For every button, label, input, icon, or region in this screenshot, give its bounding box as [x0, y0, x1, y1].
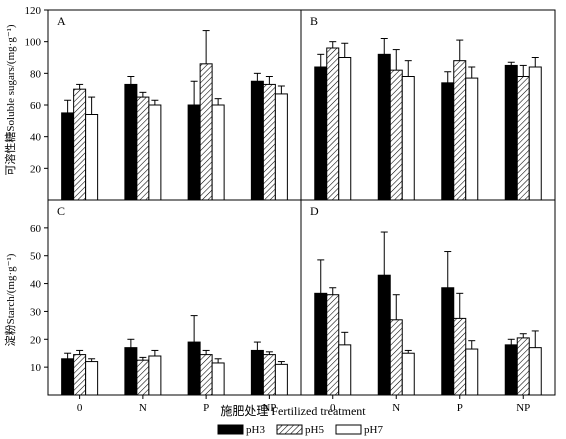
bar-ph7-np	[528, 66, 542, 201]
y-tick-label: 60	[30, 223, 42, 235]
y-tick-label: 20	[30, 163, 42, 175]
y-tick-label: 40	[30, 132, 42, 144]
bar-ph3-n	[124, 83, 138, 201]
x-tick-label: N	[139, 402, 147, 414]
bar-ph7-n	[401, 76, 415, 201]
x-tick-label: N	[392, 402, 400, 414]
bar-ph5-n	[136, 96, 150, 201]
bar-ph5-n	[389, 319, 403, 396]
bar-ph7-0	[85, 114, 99, 201]
bar-ph3-np	[504, 64, 518, 201]
bar-ph7-np	[274, 363, 288, 396]
y-tick-label: 120	[25, 5, 42, 17]
x-tick-label: 0	[77, 402, 83, 414]
panel-label: A	[57, 14, 66, 28]
panel-a: A 20 40 60 80 100 120	[25, 5, 302, 201]
panel-label: D	[310, 204, 319, 218]
bar-ph3-p	[187, 341, 201, 396]
bar-ph5-np	[516, 76, 530, 201]
bar-ph7-p	[465, 348, 479, 396]
panel-frame	[300, 199, 556, 396]
bar-ph3-0	[61, 112, 75, 201]
y-tick-label: 50	[30, 251, 42, 263]
y-tick-label: 40	[30, 279, 42, 291]
bar-ph3-0	[314, 66, 328, 201]
panel-label: C	[57, 204, 65, 218]
bar-ph5-n	[389, 69, 403, 201]
bar-ph7-np	[274, 93, 288, 201]
bar-ph3-0	[61, 358, 75, 396]
bar-ph7-p	[465, 77, 479, 201]
bar-ph7-n	[148, 355, 162, 396]
legend-swatch-ph7	[335, 424, 362, 435]
bar-ph5-0	[326, 47, 340, 201]
y-axis-label-top: 可溶性糖Soluble sugars/(mg·g⁻¹)	[3, 24, 17, 176]
x-tick-label: 0	[330, 402, 336, 414]
panel-d: D0 N P NP	[300, 199, 556, 414]
bar-ph7-p	[211, 104, 225, 201]
panel-b: B	[300, 9, 556, 201]
bar-ph3-n	[377, 274, 391, 396]
y-tick-label: 10	[30, 362, 42, 374]
bar-ph3-np	[504, 344, 518, 396]
bar-ph3-n	[377, 53, 391, 201]
x-axis-label: 施肥处理 Fertilized treatment	[220, 404, 366, 418]
bar-ph5-np	[262, 83, 276, 201]
x-tick-label: P	[457, 402, 463, 414]
panel-label: B	[310, 14, 318, 28]
bar-ph3-p	[441, 287, 455, 396]
bar-ph5-0	[326, 294, 340, 396]
legend-label-ph7: pH7	[364, 424, 383, 436]
bar-ph7-p	[211, 362, 225, 396]
bar-ph5-0	[73, 88, 87, 201]
legend: pH3 pH5 pH7	[217, 424, 383, 436]
legend-swatch-ph5	[276, 424, 303, 435]
y-tick-label: 20	[30, 334, 42, 346]
y-tick-label: 60	[30, 100, 42, 112]
bar-ph7-0	[85, 361, 99, 396]
legend-label-ph5: pH5	[305, 424, 324, 436]
y-tick-label: 30	[30, 306, 42, 318]
bar-ph7-0	[338, 57, 352, 201]
bar-ph3-n	[124, 347, 138, 396]
bar-ph5-p	[453, 60, 467, 201]
y-tick-label: 100	[25, 37, 42, 49]
y-tick-label: 80	[30, 68, 42, 80]
bar-ph7-n	[401, 352, 415, 396]
bar-ph7-np	[528, 347, 542, 396]
bar-ph3-0	[314, 292, 328, 396]
bar-ph3-p	[441, 82, 455, 201]
bar-ph7-n	[148, 104, 162, 201]
bar-ph5-p	[199, 63, 213, 201]
bar-ph3-np	[250, 80, 264, 201]
x-tick-label: P	[203, 402, 209, 414]
legend-label-ph3: pH3	[246, 424, 265, 436]
legend-swatch-ph3	[217, 424, 244, 435]
bar-ph5-p	[453, 317, 467, 396]
bar-ph3-np	[250, 349, 264, 396]
y-axis-label-bottom: 淀粉Starch/(mg·g⁻¹)	[3, 253, 17, 346]
x-tick-label: NP	[516, 402, 530, 414]
x-tick-label: NP	[262, 402, 276, 414]
bar-ph5-p	[199, 354, 213, 396]
bar-ph5-0	[73, 354, 87, 396]
bar-ph3-p	[187, 104, 201, 201]
bar-ph5-n	[136, 359, 150, 396]
bar-ph5-np	[262, 354, 276, 396]
bar-ph5-np	[516, 337, 530, 396]
bar-ph7-0	[338, 344, 352, 396]
